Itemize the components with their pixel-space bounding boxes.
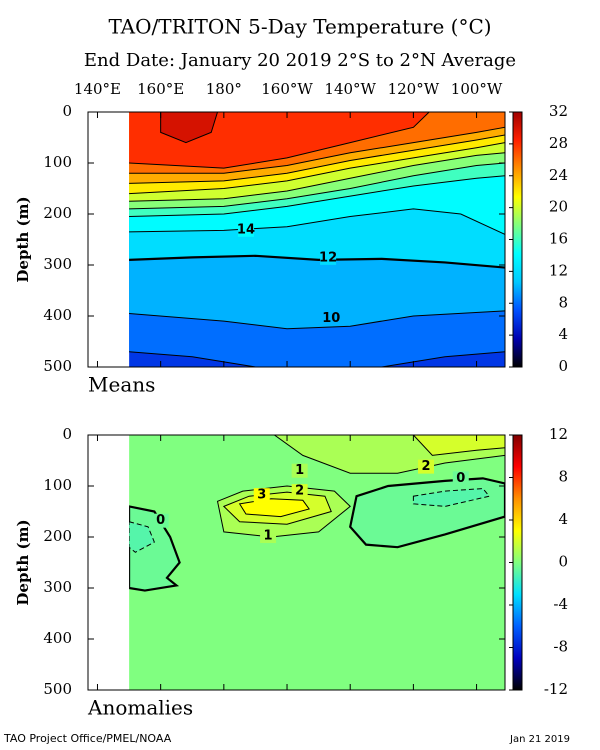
contour-line xyxy=(129,126,505,174)
contour-label-bg xyxy=(418,459,435,474)
region-fill xyxy=(413,488,490,507)
x-tick-label: 160°E xyxy=(137,80,184,98)
colorbar-tick-label: 32 xyxy=(549,102,568,120)
plot-area: 10 12 14 xyxy=(129,112,505,367)
contour-label-bg xyxy=(260,528,277,543)
colorbar-tick-label: -4 xyxy=(553,595,568,613)
plot-area: 1 2 1 2 3 0 0 xyxy=(129,435,505,690)
contour-line xyxy=(129,142,505,195)
footer-left: TAO Project Office/PMEL/NOAA xyxy=(3,732,172,745)
contour-label-bg xyxy=(320,250,337,265)
x-tick-label: 140°W xyxy=(324,80,376,98)
panel-label: Anomalies xyxy=(87,696,193,720)
colorbar xyxy=(512,111,523,368)
contour-label-bg xyxy=(152,513,169,528)
contour-line xyxy=(412,488,491,507)
subtitle: End Date: January 20 2019 2°S to 2°N Ave… xyxy=(84,50,516,71)
colorbar-tick-label: 12 xyxy=(549,425,568,443)
contour-label-bg xyxy=(291,463,308,478)
y-tick-label: 0 xyxy=(62,102,72,120)
contour-label-bg xyxy=(452,471,469,486)
contour-label-bg xyxy=(237,222,254,237)
y-tick-label: 300 xyxy=(43,255,72,273)
contour-label: 3 xyxy=(257,488,266,503)
y-tick-label: 300 xyxy=(43,578,72,596)
contour-label: 2 xyxy=(421,459,430,474)
contour-line xyxy=(412,435,505,456)
region-fill xyxy=(129,521,155,553)
contour-line xyxy=(129,175,505,218)
contour-line xyxy=(129,208,505,235)
colorbar-tick-label: 12 xyxy=(549,261,568,279)
contour-label-bg xyxy=(291,484,308,499)
contour-line xyxy=(129,351,505,367)
contour-label: 0 xyxy=(456,471,465,486)
y-tick-label: 100 xyxy=(43,476,72,494)
y-tick-label: 400 xyxy=(43,306,72,324)
colorbar-tick-label: 8 xyxy=(558,293,568,311)
contour-line xyxy=(129,521,155,553)
region-fill xyxy=(413,435,505,456)
plot-frame xyxy=(87,434,506,691)
y-tick-label: 0 xyxy=(62,425,72,443)
colorbar-tick-label: 4 xyxy=(558,510,568,528)
colorbar-tick-label: -12 xyxy=(544,680,568,698)
contour-line xyxy=(129,112,430,169)
footer-right: Jan 21 2019 xyxy=(509,734,570,745)
contour-label: 12 xyxy=(319,250,337,265)
colorbar-tick-label: 0 xyxy=(558,553,568,571)
contour-label: 0 xyxy=(156,513,165,528)
contour-label: 2 xyxy=(295,484,304,499)
colorbar-tick-label: 16 xyxy=(549,230,568,248)
y-tick-label: 400 xyxy=(43,629,72,647)
contour-label: 1 xyxy=(295,463,304,478)
contour-label-bg xyxy=(253,488,270,503)
title: TAO/TRITON 5-Day Temperature (°C) xyxy=(108,15,491,39)
colorbar-tick-label: 24 xyxy=(549,166,568,184)
contour-line xyxy=(129,254,505,269)
colorbar-tick-label: 20 xyxy=(549,198,568,216)
contour-line xyxy=(349,477,505,549)
region-fill xyxy=(129,435,505,690)
colorbar-tick-label: 8 xyxy=(558,468,568,486)
contour-label: 14 xyxy=(237,222,255,237)
colorbar-tick-label: 28 xyxy=(549,134,568,152)
contour-line xyxy=(129,134,505,184)
x-tick-label: 140°E xyxy=(74,80,121,98)
contour-line xyxy=(129,310,505,330)
plot-frame xyxy=(87,111,506,368)
contour-line xyxy=(129,162,505,210)
contour-label: 1 xyxy=(264,528,273,543)
panel-label: Means xyxy=(88,373,155,397)
y-axis-label: Depth (m) xyxy=(14,196,32,282)
y-tick-label: 500 xyxy=(43,680,72,698)
colorbar-tick-label: -8 xyxy=(553,638,568,656)
contour-line xyxy=(129,152,505,202)
y-tick-label: 200 xyxy=(43,204,72,222)
region-fill xyxy=(160,112,218,143)
region-fill xyxy=(239,498,310,517)
y-axis-label: Depth (m) xyxy=(14,519,32,605)
colorbar xyxy=(512,434,523,691)
y-tick-label: 200 xyxy=(43,527,72,545)
contour-line xyxy=(238,498,310,518)
x-tick-label: 100°W xyxy=(451,80,503,98)
y-tick-label: 100 xyxy=(43,153,72,171)
contour-label: 10 xyxy=(322,311,340,326)
colorbar-tick-label: 4 xyxy=(558,325,568,343)
colorbar-tick-label: 0 xyxy=(558,357,568,375)
x-tick-label: 120°W xyxy=(388,80,440,98)
contour-label-bg xyxy=(323,311,340,326)
y-tick-label: 500 xyxy=(43,357,72,375)
contour-line xyxy=(160,112,219,144)
x-tick-label: 180° xyxy=(206,80,242,98)
x-tick-label: 160°W xyxy=(261,80,313,98)
